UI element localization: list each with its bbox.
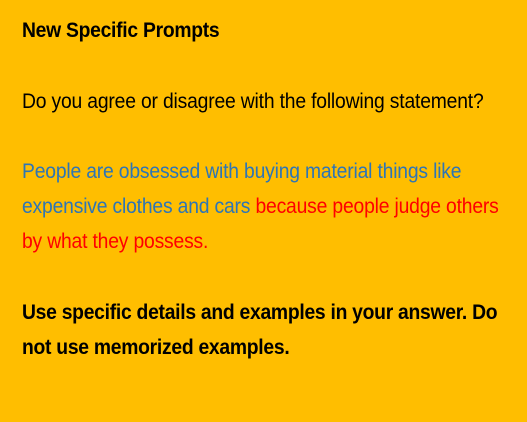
prompt-statement: People are obsessed with buying material… <box>22 154 519 259</box>
question-text: Do you agree or disagree with the follow… <box>22 90 484 113</box>
statement-red-part: because people judge others by what they… <box>22 195 499 253</box>
statement-blue-part: People are obsessed with buying material… <box>22 160 462 218</box>
slide-title: New Specific Prompts <box>22 19 220 42</box>
instruction-text: Use specific details and examples in you… <box>22 301 498 359</box>
